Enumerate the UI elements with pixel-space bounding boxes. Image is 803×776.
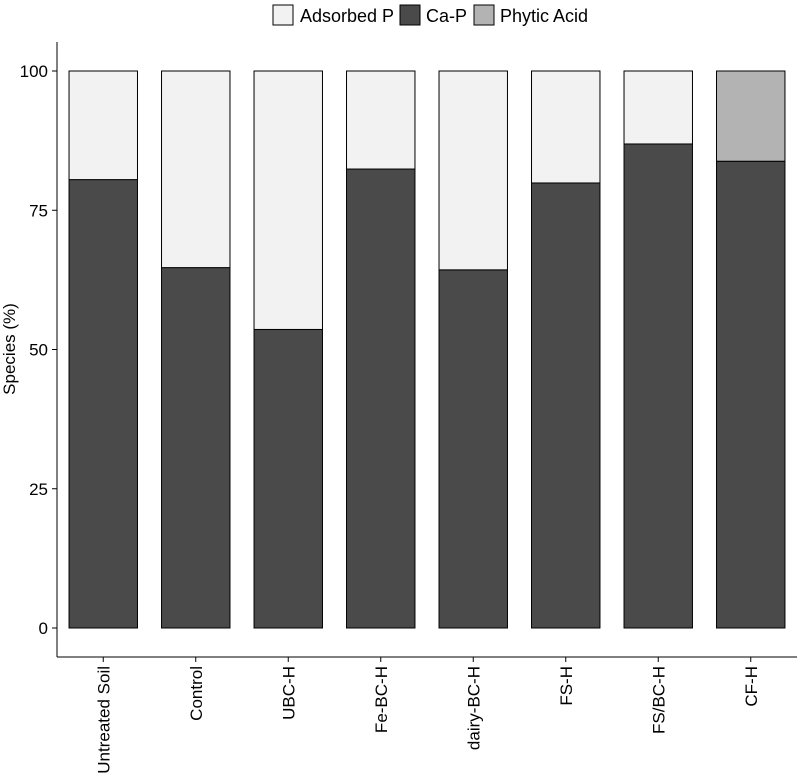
y-tick-label-75: 75 xyxy=(29,201,48,220)
bar-control-ca-p xyxy=(161,267,231,629)
x-tick-label-cf-h: CF-H xyxy=(742,666,761,707)
x-tick-label-fe-bc-h: Fe-BC-H xyxy=(372,666,391,733)
bar-cf-h-phytic-acid xyxy=(716,70,786,162)
x-tick-label-fs-bc-h: FS/BC-H xyxy=(649,666,668,734)
bar-dairy-bc-h-ca-p xyxy=(438,269,508,629)
y-tick-label-100: 100 xyxy=(20,62,48,81)
bar-untreated-soil-adsorbed-p xyxy=(68,70,138,181)
bar-control-adsorbed-p xyxy=(161,70,231,269)
x-tick-label-ubc-h: UBC-H xyxy=(279,666,298,720)
bar-fs-bc-h-adsorbed-p xyxy=(623,70,693,145)
bar-untreated-soil-ca-p xyxy=(68,179,138,629)
bar-ubc-h-adsorbed-p xyxy=(253,70,323,330)
legend-swatch-adsorbed-p xyxy=(272,4,294,26)
bar-fe-bc-h-ca-p xyxy=(346,168,416,629)
legend-label-phytic-acid: Phytic Acid xyxy=(500,6,588,26)
bar-fe-bc-h-adsorbed-p xyxy=(346,70,416,170)
y-tick-label-0: 0 xyxy=(39,619,48,638)
bar-fs-h-adsorbed-p xyxy=(531,70,601,184)
legend-label-ca-p: Ca-P xyxy=(426,6,467,26)
legend-swatch-ca-p xyxy=(399,4,421,26)
y-axis-ticks: 0 25 50 75 100 xyxy=(20,62,57,638)
legend-swatch-phytic-acid xyxy=(473,4,495,26)
legend: Adsorbed P Ca-P Phytic Acid xyxy=(272,4,588,26)
bar-cf-h-ca-p xyxy=(716,160,786,629)
bar-fs-h-ca-p xyxy=(531,182,601,629)
y-axis-title: Species (%) xyxy=(0,303,19,395)
x-tick-label-untreated-soil: Untreated Soil xyxy=(94,666,113,774)
bar-fs-bc-h-ca-p xyxy=(623,143,693,629)
legend-label-adsorbed-p: Adsorbed P xyxy=(300,6,394,26)
bar-ubc-h-ca-p xyxy=(253,328,323,629)
bar-dairy-bc-h-adsorbed-p xyxy=(438,70,508,271)
x-tick-label-control: Control xyxy=(187,666,206,721)
x-tick-label-fs-h: FS-H xyxy=(557,666,576,706)
y-tick-label-50: 50 xyxy=(29,341,48,360)
y-tick-label-25: 25 xyxy=(29,480,48,499)
x-tick-label-dairy-bc-h: dairy-BC-H xyxy=(464,666,483,750)
bars-group xyxy=(68,70,786,629)
x-axis-ticks: Untreated Soil Control UBC-H Fe-BC-H dairy-B… xyxy=(94,657,761,774)
